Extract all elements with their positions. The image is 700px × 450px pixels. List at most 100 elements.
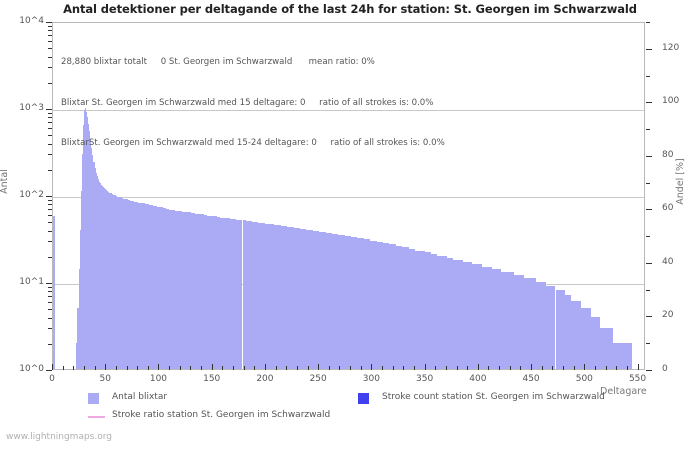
histogram-bar bbox=[200, 214, 205, 369]
x-tick bbox=[137, 366, 139, 370]
y-tick-left-minor bbox=[48, 286, 52, 288]
histogram-bar bbox=[434, 253, 438, 369]
x-tick bbox=[158, 364, 160, 370]
histogram-bar bbox=[379, 241, 384, 369]
histogram-bar bbox=[424, 252, 428, 369]
histogram-bar bbox=[194, 213, 198, 369]
histogram-bar bbox=[466, 261, 470, 369]
x-tick bbox=[307, 366, 309, 370]
x-tick bbox=[201, 366, 203, 370]
x-tick bbox=[339, 366, 341, 370]
histogram-bar bbox=[175, 210, 179, 369]
footer-watermark: www.lightningmaps.org bbox=[6, 432, 112, 442]
legend-label: Stroke ratio station St. Georgen im Schw… bbox=[112, 410, 331, 420]
y-tick-left-minor bbox=[48, 204, 52, 206]
histogram-bar bbox=[252, 221, 256, 369]
y-tick-right bbox=[646, 316, 652, 318]
histogram-bar bbox=[450, 257, 454, 369]
histogram-bar bbox=[446, 257, 451, 369]
y-tick-left-minor bbox=[48, 128, 52, 130]
x-tick bbox=[424, 364, 426, 370]
histogram-bar bbox=[105, 189, 107, 369]
y-axis-left-tick-label: 10^4 bbox=[19, 16, 44, 26]
y-axis-right-tick-label: 80 bbox=[662, 149, 674, 160]
x-tick bbox=[456, 366, 458, 370]
annotation-line-1: 28,880 blixtar totalt 0 St. Georgen im S… bbox=[61, 57, 375, 67]
histogram-bar bbox=[494, 269, 498, 369]
x-tick bbox=[52, 364, 53, 370]
histogram-bar bbox=[536, 282, 540, 369]
histogram-bar bbox=[106, 190, 108, 369]
histogram-bar bbox=[597, 316, 601, 369]
histogram-bar bbox=[360, 238, 364, 369]
legend-color-swatch bbox=[358, 393, 369, 404]
histogram-bar bbox=[155, 206, 158, 369]
histogram-bar bbox=[421, 250, 425, 369]
histogram-bar bbox=[568, 295, 572, 369]
y-axis-right-tick-label: 120 bbox=[662, 42, 680, 53]
histogram-bar bbox=[258, 222, 262, 369]
x-tick bbox=[179, 366, 181, 370]
y-tick-right bbox=[646, 289, 650, 291]
histogram-bar bbox=[402, 247, 406, 369]
y-tick-left-minor bbox=[48, 199, 52, 201]
histogram-bar bbox=[100, 184, 102, 369]
histogram-bar bbox=[584, 308, 588, 369]
x-tick bbox=[435, 366, 437, 370]
histogram-bar bbox=[95, 172, 97, 369]
y-tick-right bbox=[646, 75, 650, 77]
histogram-bar bbox=[603, 327, 607, 369]
histogram-bar bbox=[491, 269, 495, 369]
histogram-bar bbox=[616, 342, 620, 369]
histogram-bar bbox=[274, 225, 278, 369]
x-axis-tick-label: 450 bbox=[522, 374, 540, 384]
histogram-bar bbox=[79, 229, 81, 369]
y-axis-left-tick-label: 10^1 bbox=[19, 277, 44, 287]
histogram-bar bbox=[101, 185, 104, 369]
x-axis-tick-label: 50 bbox=[99, 374, 111, 384]
y-axis-left-tick-label: 10^3 bbox=[19, 103, 44, 113]
x-tick bbox=[467, 366, 469, 370]
histogram-bar bbox=[188, 212, 192, 369]
histogram-bar bbox=[131, 201, 134, 369]
histogram-bar bbox=[99, 183, 101, 369]
x-tick bbox=[126, 366, 128, 370]
x-tick bbox=[360, 366, 362, 370]
histogram-bar bbox=[606, 327, 610, 369]
histogram-bar bbox=[437, 255, 441, 369]
x-tick bbox=[275, 366, 277, 370]
x-tick bbox=[232, 366, 234, 370]
histogram-bar bbox=[127, 200, 130, 369]
histogram-bar bbox=[80, 191, 82, 369]
histogram-bar bbox=[178, 211, 182, 369]
legend-line-marker bbox=[88, 416, 105, 418]
histogram-bar bbox=[383, 243, 387, 369]
histogram-bar bbox=[520, 275, 524, 369]
x-axis-tick-label: 350 bbox=[416, 374, 434, 384]
y-tick-right bbox=[646, 22, 650, 23]
x-axis-tick-label: 250 bbox=[309, 374, 327, 384]
histogram-bar bbox=[443, 255, 447, 369]
histogram-bar bbox=[408, 248, 412, 369]
histogram-bar bbox=[169, 209, 173, 369]
y-tick-right bbox=[646, 370, 652, 371]
histogram-bar bbox=[271, 224, 275, 369]
histogram-bar bbox=[555, 290, 559, 369]
histogram-bar bbox=[181, 211, 185, 369]
histogram-bar bbox=[600, 327, 604, 369]
histogram-bar bbox=[622, 342, 626, 369]
histogram-bar bbox=[571, 301, 575, 369]
x-axis-tick-label: 300 bbox=[362, 374, 380, 384]
histogram-bar bbox=[108, 192, 110, 369]
gridline bbox=[53, 110, 644, 111]
histogram-bar bbox=[430, 253, 435, 369]
histogram-bar bbox=[226, 218, 230, 369]
histogram-bar bbox=[197, 214, 201, 369]
histogram-bar bbox=[373, 240, 377, 369]
y-tick-right bbox=[646, 262, 652, 264]
histogram-bar bbox=[312, 230, 316, 369]
histogram-bar bbox=[590, 316, 594, 369]
histogram-bar bbox=[144, 203, 147, 369]
x-tick bbox=[264, 364, 266, 370]
y-tick-left-minor bbox=[48, 256, 52, 258]
